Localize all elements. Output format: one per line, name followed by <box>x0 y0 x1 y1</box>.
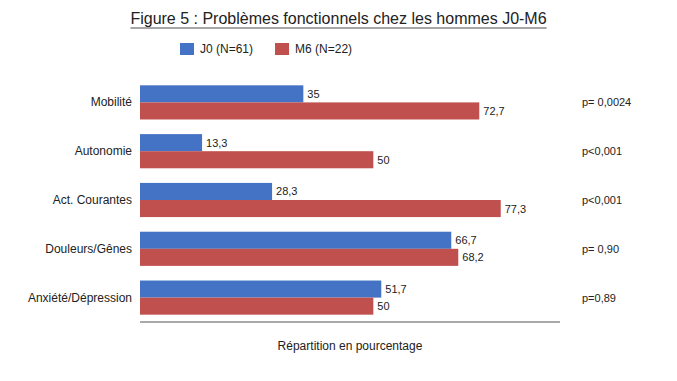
data-label: 50 <box>377 300 389 312</box>
bar <box>140 85 303 102</box>
bar <box>140 102 479 119</box>
bar <box>140 134 202 151</box>
bar <box>140 281 381 298</box>
bar <box>140 249 458 266</box>
bar <box>140 151 373 168</box>
annotation: p= 0,90 <box>582 243 619 255</box>
annotation: p=0,89 <box>582 292 616 304</box>
category-label: Autonomie <box>75 144 133 158</box>
chart: Figure 5 : Problèmes fonctionnels chez l… <box>0 0 677 381</box>
bar <box>140 183 272 200</box>
data-label: 77,3 <box>505 203 526 215</box>
title-underline <box>130 28 546 29</box>
annotation: p<0,001 <box>582 145 622 157</box>
legend-label: M6 (N=22) <box>295 42 352 56</box>
bar <box>140 232 451 249</box>
x-axis-label: Répartition en pourcentage <box>278 339 423 353</box>
data-label: 51,7 <box>385 283 406 295</box>
data-label: 28,3 <box>276 185 297 197</box>
title: Figure 5 : Problèmes fonctionnels chez l… <box>130 10 546 27</box>
bar <box>140 200 501 217</box>
legend: J0 (N=61) M6 (N=22) <box>180 42 352 56</box>
data-label: 72,7 <box>483 105 504 117</box>
category-label: Mobilité <box>91 95 133 109</box>
data-label: 68,2 <box>462 251 483 263</box>
category-label: Douleurs/Gênes <box>45 242 132 256</box>
legend-swatch <box>180 43 194 55</box>
legend-label: J0 (N=61) <box>200 42 253 56</box>
bars <box>140 85 501 314</box>
data-label: 35 <box>307 88 319 100</box>
annotation: p<0,001 <box>582 194 622 206</box>
data-label: 66,7 <box>455 234 476 246</box>
data-labels: 35 72,7 13,3 50 28,3 77,3 66,7 68,2 51,7 50 <box>206 88 526 312</box>
legend-swatch <box>275 43 289 55</box>
annotation: p= 0,0024 <box>582 96 631 108</box>
x-axis <box>140 322 560 323</box>
bar <box>140 298 373 315</box>
data-label: 50 <box>377 154 389 166</box>
category-label: Act. Courantes <box>53 193 132 207</box>
data-label: 13,3 <box>206 137 227 149</box>
category-label: Anxiété/Dépression <box>28 291 132 305</box>
